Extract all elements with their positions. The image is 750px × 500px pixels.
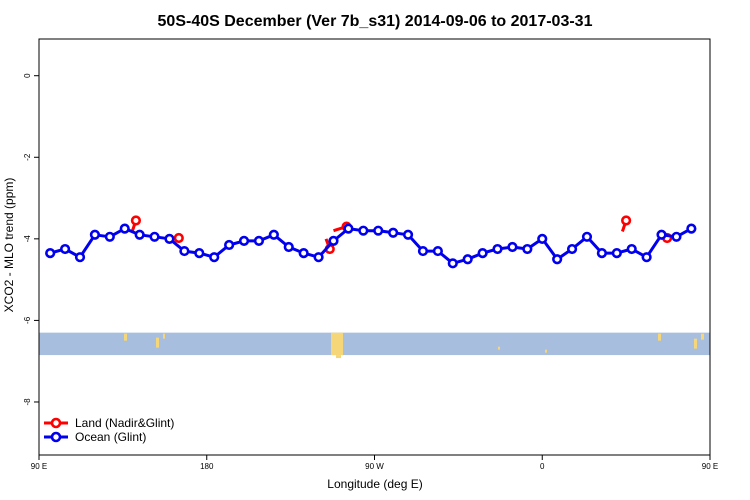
plot-area [45,215,697,269]
ocean-point [522,243,533,255]
chart-title: 50S-40S December (Ver 7b_s31) 2014-09-06… [158,13,593,30]
land-patch [163,333,165,339]
ocean-point [686,223,697,234]
land-point [173,232,184,244]
ocean-point [417,245,429,257]
ocean-point [238,235,250,246]
ocean-point [671,231,682,242]
ocean-point [134,229,145,240]
x-tick-label: 180 [200,462,214,471]
legend: Land (Nadir&Glint)Ocean (Glint) [44,416,174,444]
y-tick-label: -2 [23,153,32,161]
y-tick-label: 0 [23,73,32,78]
ocean-point [552,254,563,265]
ocean-point [641,252,652,263]
ocean-point [373,225,384,236]
ocean-point [596,248,607,259]
y-tick-label: -4 [23,235,32,243]
y-axis: 0 -2 -4 -6 -8 [23,73,39,406]
legend-swatch-marker [50,417,62,429]
ocean-point [89,229,101,240]
ocean-point [328,235,339,246]
ocean-point [74,252,86,263]
ocean-point [477,248,488,259]
land-ocean-band [39,332,710,359]
ocean-point [432,245,443,257]
ocean-point [149,231,160,242]
ocean-point [194,248,205,259]
ocean-point [224,239,235,251]
x-tick-label: 90 E [31,462,47,471]
ocean-series [45,223,697,269]
y-tick-label: -8 [23,398,32,406]
legend-entry-ocean: Ocean (Glint) [44,430,146,444]
x-axis: 90 E 180 90 W 0 90 E [31,455,718,471]
ocean-point [313,252,324,263]
ocean-point [253,235,265,246]
ocean-point [626,243,637,255]
ocean-point [358,225,369,236]
ocean-point [507,241,518,253]
ocean-point [119,223,130,234]
ocean-point [209,252,220,263]
ocean-point [447,258,458,269]
ocean-point [402,229,414,240]
ocean-point [298,248,309,259]
legend-swatch-marker [50,431,62,443]
ocean-point [611,248,622,259]
land-patch [701,333,704,340]
ocean-point [656,229,667,240]
land-patch [336,355,341,359]
ocean-point [343,223,354,234]
legend-entry-land: Land (Nadir&Glint) [44,416,174,430]
land-point [130,215,142,226]
x-tick-label: 0 [540,462,545,471]
plot-frame [38,38,711,456]
ocean-line [49,227,693,265]
land-patch [545,349,547,353]
ocean-point [566,243,578,255]
legend-label: Ocean (Glint) [75,430,146,444]
y-tick-label: -6 [23,316,32,324]
x-axis-label: Longitude (deg E) [327,477,422,491]
ocean-point [179,245,190,257]
land-point [621,215,632,226]
ocean-point [164,233,175,244]
x-tick-label: 90 E [702,462,718,471]
ocean-point [388,227,399,238]
land-patch [156,337,159,348]
land-patch [331,332,343,356]
ocean-point [581,231,593,242]
land-patch [498,346,500,350]
ocean-point [59,243,71,255]
ocean-point [492,243,503,255]
ocean-point [104,231,115,242]
ocean-point [462,254,473,265]
ocean-point [45,248,56,259]
ocean-point [268,229,279,240]
land-patch [658,333,661,341]
ocean-point [537,233,548,244]
land-patch [124,333,127,341]
ocean-point [283,241,294,253]
legend-label: Land (Nadir&Glint) [75,416,174,430]
ocean-band [39,332,710,356]
land-patch [694,338,697,349]
x-tick-label: 90 W [365,462,384,471]
y-axis-label: XCO2 - MLO trend (ppm) [2,178,16,313]
